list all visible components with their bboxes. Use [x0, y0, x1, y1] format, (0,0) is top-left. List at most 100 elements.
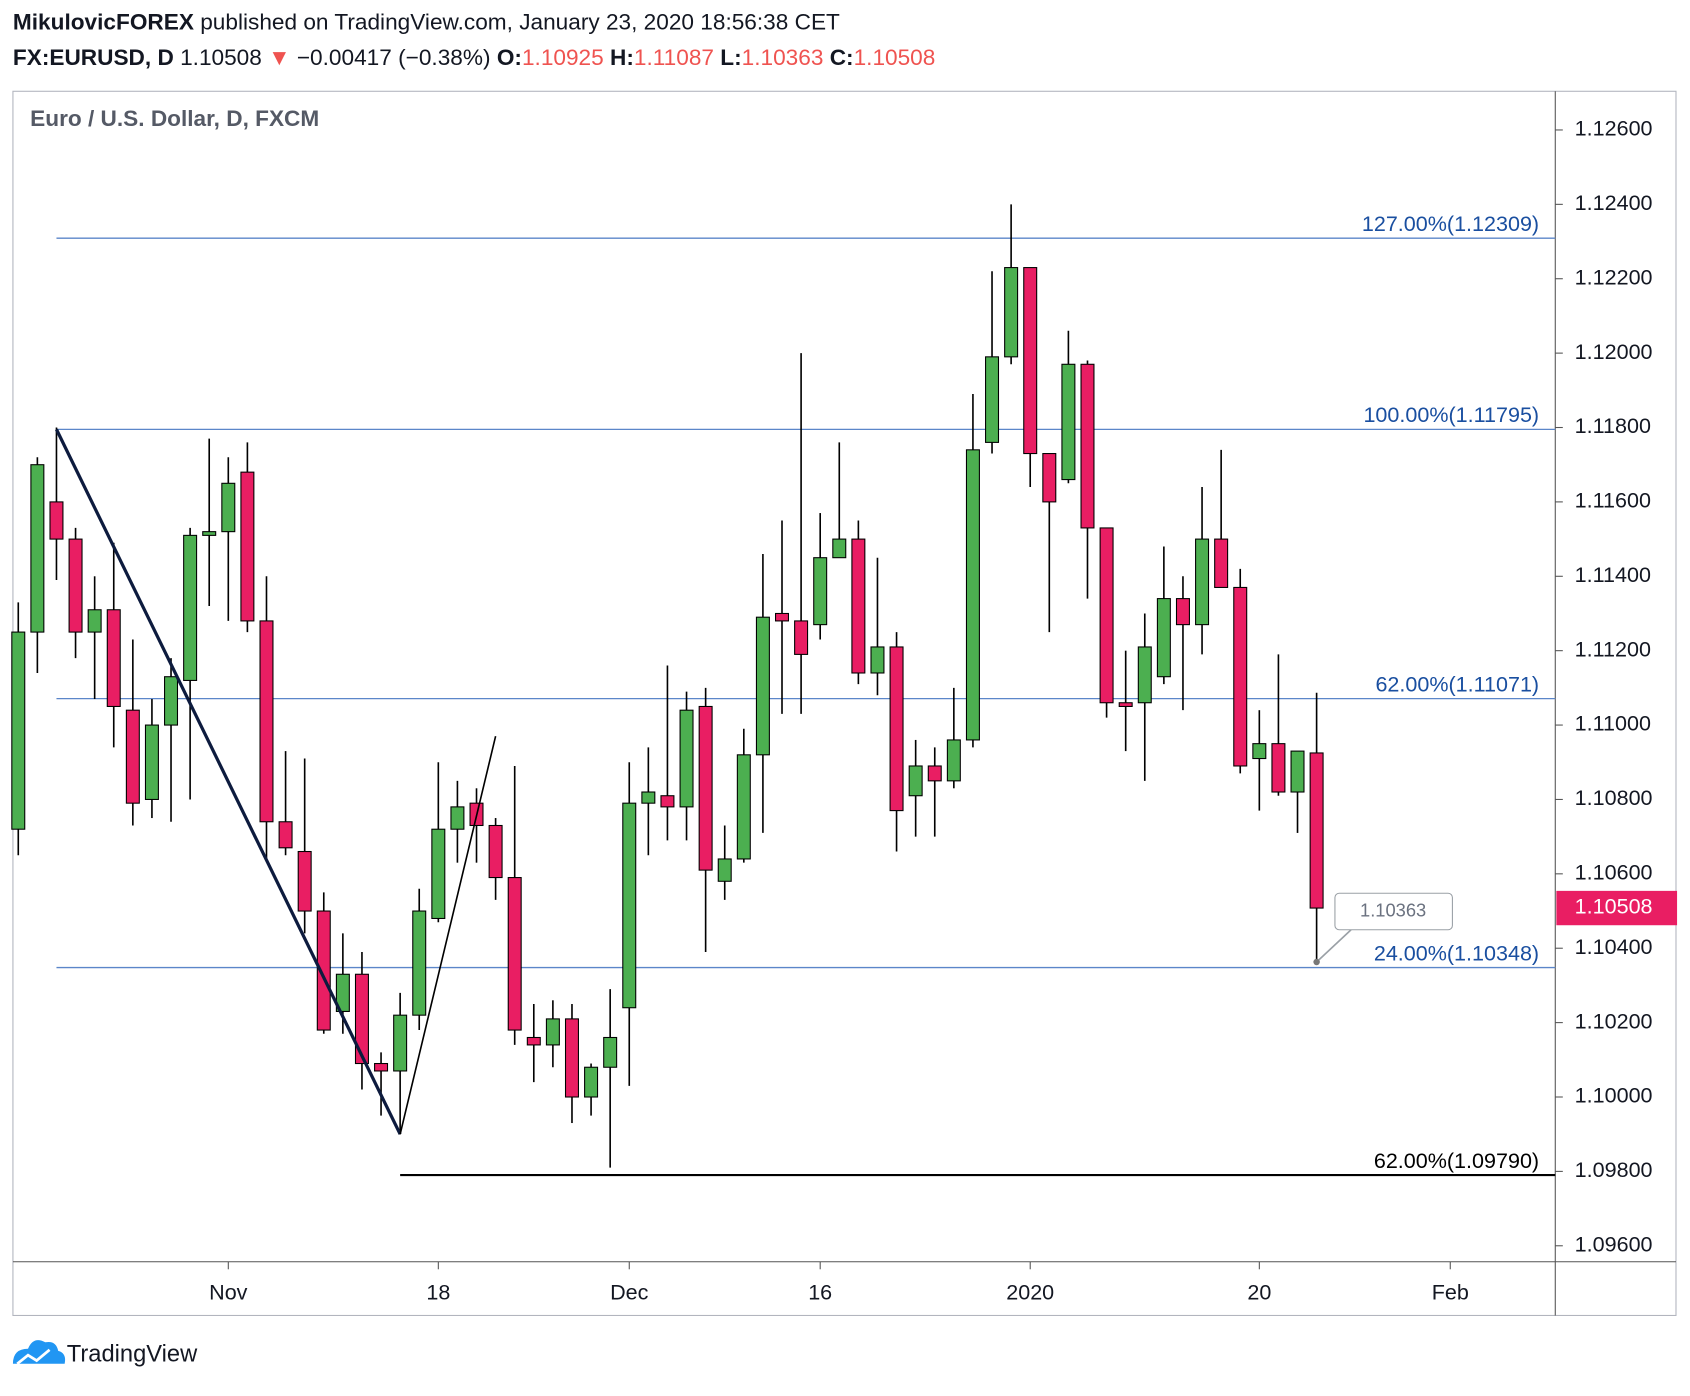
candle-body [927, 765, 942, 782]
candle-body [794, 620, 809, 655]
candle-body [106, 609, 121, 708]
candle-body [1233, 586, 1248, 767]
y-tick-label: 1.11800 [1575, 414, 1651, 438]
candle-body [240, 471, 255, 622]
candle-body [1080, 363, 1095, 529]
candle-body [564, 1018, 579, 1098]
candle-body [221, 482, 236, 533]
x-tick-label: 20 [1247, 1281, 1271, 1305]
fib-label: 127.00%(1.12309) [1362, 212, 1539, 236]
y-tick-label: 1.11200 [1575, 637, 1651, 661]
callout-dot [1313, 958, 1320, 966]
author: MikulovicFOREX [13, 10, 194, 35]
candle-body [965, 449, 980, 741]
candle-body [164, 676, 179, 726]
fib-label: 62.00%(1.09790) [1374, 1149, 1539, 1173]
y-tick-label: 1.09800 [1575, 1158, 1653, 1182]
candle-body [87, 609, 102, 633]
chart-title: Euro / U.S. Dollar, D, FXCM [30, 106, 319, 131]
header-line-2: FX:EURUSD, D 1.10508 ▼ −0.00417 (−0.38%)… [13, 45, 935, 70]
candle-body [526, 1036, 541, 1046]
callout-pointer [1316, 929, 1352, 963]
candle-body [889, 646, 904, 812]
fib-label: 100.00%(1.11795) [1363, 403, 1539, 427]
candle-body [698, 705, 713, 871]
price-tag-label: 1.10508 [1575, 895, 1653, 919]
candle-body [870, 646, 885, 674]
change: −0.00417 (−0.38%) [297, 45, 491, 70]
y-tick-label: 1.10200 [1575, 1009, 1653, 1033]
l-value: 1.10363 [742, 45, 824, 70]
candle-body [584, 1066, 599, 1098]
candle-body [622, 802, 637, 1009]
y-tick-label: 1.12600 [1575, 117, 1653, 141]
header-line-1: MikulovicFOREX published on TradingView.… [13, 10, 840, 35]
symbol: FX:EURUSD, D [13, 45, 174, 70]
candle-body [1214, 538, 1229, 588]
candle-body [985, 356, 1000, 443]
x-tick-label: Nov [209, 1281, 248, 1305]
trend-line [55, 428, 402, 1135]
candle-body [68, 538, 83, 633]
candle-body [774, 612, 790, 622]
x-tick-label: 2020 [1006, 1281, 1054, 1305]
h-label: H: [610, 45, 634, 70]
candle-body [49, 501, 64, 540]
candle-body [832, 538, 847, 559]
y-tick-label: 1.10000 [1575, 1084, 1653, 1108]
candle-body [144, 724, 159, 800]
candle-body [393, 1014, 408, 1072]
x-tick-label: Dec [610, 1281, 649, 1305]
candle-body [641, 791, 656, 804]
y-tick-label: 1.11000 [1575, 712, 1651, 736]
candle-body [1195, 538, 1210, 626]
candle-body [1252, 743, 1267, 760]
fib-label: 24.00%(1.10348) [1374, 941, 1539, 965]
y-tick-label: 1.10400 [1575, 935, 1653, 959]
candle-body [1061, 363, 1076, 481]
candle-body [125, 709, 140, 804]
fib-label: 62.00%(1.11071) [1375, 672, 1539, 696]
o-label: O: [497, 45, 522, 70]
candle-body [755, 616, 770, 756]
candle-body [660, 795, 675, 808]
candle-body [813, 557, 828, 626]
candle-body [488, 824, 503, 879]
candle-body [507, 877, 522, 1031]
candle-body [11, 631, 26, 830]
candle-body [851, 538, 866, 674]
y-tick-label: 1.10600 [1575, 861, 1653, 885]
footer-brand: TradingView [67, 1341, 198, 1367]
candle-body [1099, 527, 1114, 704]
candle-body [1023, 267, 1038, 455]
candle-body [1137, 646, 1152, 704]
c-value: 1.10508 [854, 45, 936, 70]
candle-body [717, 858, 732, 882]
candle-body [374, 1062, 389, 1072]
candle-body [202, 531, 217, 536]
candle-body [1309, 752, 1324, 909]
x-tick-label: 16 [808, 1281, 832, 1305]
candle-body [183, 534, 198, 681]
x-tick-label: Feb [1432, 1281, 1469, 1305]
y-tick-label: 1.12000 [1575, 340, 1653, 364]
logo-line [16, 1348, 51, 1365]
candle-body [946, 739, 961, 782]
callout-text: 1.10363 [1360, 899, 1426, 920]
published: published on TradingView.com, January 23… [200, 10, 840, 35]
y-tick-label: 1.10800 [1575, 786, 1653, 810]
h-value: 1.11087 [634, 45, 714, 70]
candle-body [354, 973, 369, 1065]
candle-body [545, 1018, 560, 1046]
candle-body [1175, 598, 1190, 626]
y-tick-label: 1.11400 [1575, 563, 1651, 587]
candle-body [1004, 267, 1019, 358]
candle-body [1042, 453, 1057, 503]
y-tick-label: 1.12200 [1575, 265, 1653, 289]
x-tick-label: 18 [426, 1281, 450, 1305]
candle-body [679, 709, 694, 808]
candle-body [908, 765, 923, 797]
candle-body [297, 850, 312, 912]
